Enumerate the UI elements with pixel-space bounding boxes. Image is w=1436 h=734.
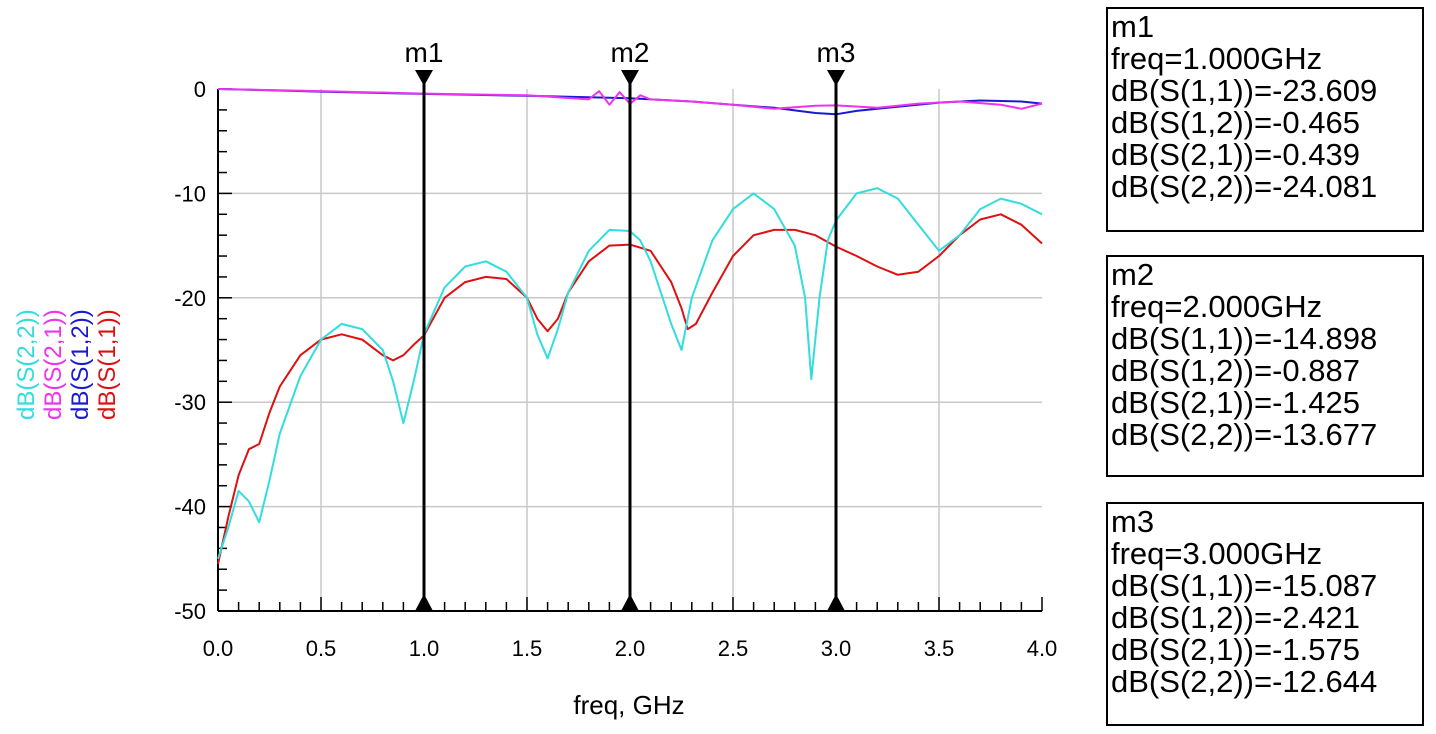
marker-top-triangle-m3 xyxy=(827,70,845,86)
s-parameter-chart: 0.0 0.5 1.0 1.5 2.0 2.5 3.0 3.5 4.0 0 -10 -20 -30 -4… xyxy=(13,37,1058,720)
marker-readout-m2: m2 freq=2.000GHz dB(S(1,1))=-14.898 dB(S… xyxy=(1106,255,1424,477)
marker-label-m1: m1 xyxy=(405,37,444,68)
marker-line: dB(S(2,1))=-1.575 xyxy=(1111,632,1360,667)
x-tick-label: 0.0 xyxy=(203,636,234,661)
marker-line: dB(S(2,1))=-1.425 xyxy=(1111,385,1360,420)
marker-bottom-triangle-m1 xyxy=(415,594,433,611)
marker-label-m2: m2 xyxy=(611,37,650,68)
marker-line: dB(S(2,2))=-13.677 xyxy=(1111,417,1378,452)
marker-line: dB(S(1,2))=-2.421 xyxy=(1111,600,1360,635)
series-line-dbs21 xyxy=(217,88,1043,110)
marker-line: dB(S(2,1))=-0.439 xyxy=(1111,137,1360,172)
marker-title: m3 xyxy=(1111,504,1155,539)
x-tick-label: 4.0 xyxy=(1027,636,1058,661)
y-tick-label: -40 xyxy=(174,495,206,520)
y-tick-label: -30 xyxy=(174,390,206,415)
x-tick-label: 1.5 xyxy=(512,636,543,661)
marker-title: m2 xyxy=(1111,257,1155,292)
marker-line: freq=3.000GHz xyxy=(1111,536,1323,571)
markers: m1 m2 m3 xyxy=(405,37,856,611)
marker-line: dB(S(2,2))=-12.644 xyxy=(1111,664,1378,699)
marker-top-triangle-m2 xyxy=(621,70,639,86)
marker-top-triangle-m1 xyxy=(415,70,433,86)
marker-line: dB(S(1,2))=-0.465 xyxy=(1111,105,1360,140)
marker-line: freq=2.000GHz xyxy=(1111,289,1323,324)
legend-entry: dB(S(1,1)) xyxy=(94,309,121,420)
marker-bottom-triangle-m3 xyxy=(827,594,845,611)
marker-bottom-triangle-m2 xyxy=(621,594,639,611)
x-tick-label: 1.0 xyxy=(409,636,440,661)
legend-entry: dB(S(2,1)) xyxy=(40,309,67,420)
x-tick-label: 0.5 xyxy=(306,636,337,661)
x-tick-label: 2.5 xyxy=(718,636,749,661)
marker-label-m3: m3 xyxy=(817,37,856,68)
marker-readout-m1: m1 freq=1.000GHz dB(S(1,1))=-23.609 dB(S… xyxy=(1106,7,1424,232)
marker-line: dB(S(1,1))=-14.898 xyxy=(1111,321,1378,356)
marker-line: dB(S(2,2))=-24.081 xyxy=(1111,169,1378,204)
series-line-dbs22 xyxy=(217,187,1043,560)
legend: dB(S(2,2)) dB(S(2,1)) dB(S(1,2)) dB(S(1,1)) xyxy=(13,309,121,420)
marker-line: dB(S(1,2))=-0.887 xyxy=(1111,353,1360,388)
y-tick-label: -50 xyxy=(174,599,206,624)
x-tick-label: 3.0 xyxy=(821,636,852,661)
legend-entry: dB(S(2,2)) xyxy=(13,309,40,420)
y-tick-label: -10 xyxy=(174,181,206,206)
series-line-dbs11 xyxy=(217,213,1043,565)
marker-readout-m3: m3 freq=3.000GHz dB(S(1,1))=-15.087 dB(S… xyxy=(1106,502,1424,726)
x-tick-label: 3.5 xyxy=(924,636,955,661)
x-tick-labels: 0.0 0.5 1.0 1.5 2.0 2.5 3.0 3.5 4.0 xyxy=(203,636,1058,661)
legend-entry: dB(S(1,2)) xyxy=(67,309,94,420)
y-tick-labels: 0 -10 -20 -30 -40 -50 xyxy=(174,77,206,624)
x-tick-label: 2.0 xyxy=(615,636,646,661)
series-lines xyxy=(217,88,1043,565)
marker-line: freq=1.000GHz xyxy=(1111,41,1323,76)
x-axis-label: freq, GHz xyxy=(573,690,684,720)
y-tick-label: -20 xyxy=(174,286,206,311)
marker-title: m1 xyxy=(1111,9,1155,44)
y-tick-label: 0 xyxy=(194,77,206,102)
marker-line: dB(S(1,1))=-15.087 xyxy=(1111,568,1378,603)
marker-line: dB(S(1,1))=-23.609 xyxy=(1111,73,1378,108)
